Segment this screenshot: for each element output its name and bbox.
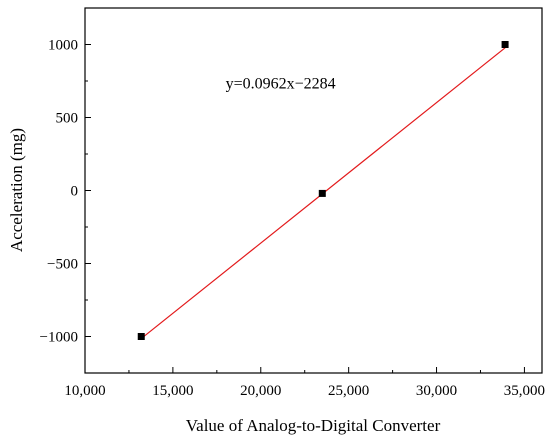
data-point <box>137 333 145 340</box>
x-tick-label: 15,000 <box>152 383 193 399</box>
y-tick-label: 0 <box>71 184 79 200</box>
x-tick-label: 20,000 <box>240 383 281 399</box>
equation-annotation: y=0.0962x−2284 <box>226 75 336 92</box>
data-point <box>501 41 509 48</box>
x-tick-label: 25,000 <box>328 383 369 399</box>
x-axis-title: Value of Analog-to-Digital Converter <box>186 416 441 435</box>
data-point <box>318 189 326 197</box>
plot-frame <box>84 7 543 374</box>
y-tick-label: 500 <box>56 111 79 127</box>
y-axis-title: Acceleration (mg) <box>7 128 26 252</box>
y-tick-label: −500 <box>47 257 78 273</box>
y-tick-label: 1000 <box>48 38 78 54</box>
x-tick-label: 35,000 <box>504 383 545 399</box>
y-tick-label: −1000 <box>40 330 78 346</box>
x-tick-label: 30,000 <box>416 383 457 399</box>
x-tick-label: 10,000 <box>64 383 105 399</box>
